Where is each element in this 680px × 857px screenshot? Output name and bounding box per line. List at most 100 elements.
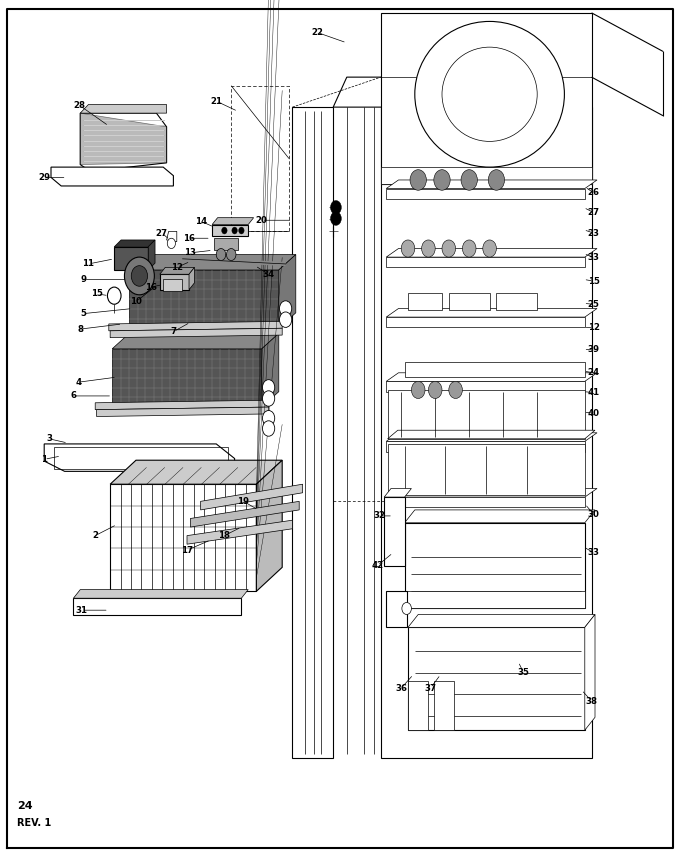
Text: 3: 3 <box>46 434 52 443</box>
Polygon shape <box>386 309 597 317</box>
Polygon shape <box>292 107 333 758</box>
Polygon shape <box>80 113 167 165</box>
Polygon shape <box>112 333 279 349</box>
Text: 27: 27 <box>588 208 600 217</box>
Circle shape <box>262 421 275 436</box>
Polygon shape <box>381 107 592 758</box>
Circle shape <box>279 301 292 316</box>
Polygon shape <box>212 225 248 236</box>
Polygon shape <box>256 460 282 591</box>
Ellipse shape <box>415 21 564 167</box>
Circle shape <box>124 257 154 295</box>
Text: 18: 18 <box>218 531 231 540</box>
Polygon shape <box>80 113 167 171</box>
Text: 34: 34 <box>262 270 275 279</box>
Polygon shape <box>73 598 241 615</box>
Polygon shape <box>160 267 194 274</box>
Circle shape <box>131 266 148 286</box>
Text: 9: 9 <box>81 275 86 284</box>
Text: 38: 38 <box>585 697 598 705</box>
Ellipse shape <box>442 47 537 141</box>
Polygon shape <box>333 77 592 107</box>
Text: 7: 7 <box>170 327 177 336</box>
Text: 24: 24 <box>17 800 33 811</box>
Polygon shape <box>262 333 279 407</box>
Text: 15: 15 <box>588 277 600 285</box>
Polygon shape <box>279 255 296 328</box>
Text: 27: 27 <box>156 229 168 237</box>
Polygon shape <box>384 488 411 497</box>
Polygon shape <box>388 430 595 439</box>
Text: 32: 32 <box>373 512 386 520</box>
Polygon shape <box>212 218 254 225</box>
Polygon shape <box>381 13 592 184</box>
Polygon shape <box>434 681 454 730</box>
Circle shape <box>461 170 477 190</box>
Text: 33: 33 <box>588 253 600 261</box>
Polygon shape <box>408 681 428 730</box>
Circle shape <box>449 381 462 399</box>
Circle shape <box>107 287 121 304</box>
Polygon shape <box>80 105 167 113</box>
Polygon shape <box>585 614 595 730</box>
Circle shape <box>167 238 175 249</box>
Polygon shape <box>386 591 407 627</box>
Text: 16: 16 <box>145 283 157 291</box>
Polygon shape <box>384 497 405 566</box>
Polygon shape <box>201 484 303 510</box>
Text: 4: 4 <box>75 378 82 387</box>
Polygon shape <box>386 249 597 257</box>
Polygon shape <box>408 293 442 310</box>
Text: 41: 41 <box>588 388 600 397</box>
Polygon shape <box>405 510 595 523</box>
Circle shape <box>232 227 237 234</box>
Text: 12: 12 <box>171 263 183 272</box>
Text: 23: 23 <box>588 229 600 237</box>
Circle shape <box>442 240 456 257</box>
Polygon shape <box>129 270 279 328</box>
Text: 2: 2 <box>92 531 98 540</box>
Circle shape <box>411 381 425 399</box>
Circle shape <box>216 249 226 261</box>
Text: 6: 6 <box>71 392 76 400</box>
Polygon shape <box>190 501 299 527</box>
Polygon shape <box>51 167 173 186</box>
Text: 25: 25 <box>588 300 600 309</box>
Polygon shape <box>388 444 585 495</box>
Polygon shape <box>408 627 585 730</box>
Circle shape <box>410 170 426 190</box>
Text: 39: 39 <box>588 345 600 354</box>
Polygon shape <box>163 279 182 291</box>
Circle shape <box>262 380 275 395</box>
Circle shape <box>401 240 415 257</box>
Polygon shape <box>114 247 148 270</box>
Circle shape <box>239 227 244 234</box>
Text: 35: 35 <box>517 668 530 677</box>
Text: 16: 16 <box>183 234 195 243</box>
Polygon shape <box>187 520 292 544</box>
Text: 33: 33 <box>588 548 600 557</box>
Circle shape <box>488 170 505 190</box>
Polygon shape <box>386 381 585 392</box>
Text: 21: 21 <box>210 97 222 105</box>
Polygon shape <box>189 267 194 290</box>
Polygon shape <box>114 240 155 247</box>
Polygon shape <box>110 484 256 591</box>
Polygon shape <box>214 238 238 250</box>
Text: 5: 5 <box>80 309 86 318</box>
Polygon shape <box>386 433 597 441</box>
Text: 12: 12 <box>588 323 600 332</box>
Text: 42: 42 <box>371 561 384 570</box>
Circle shape <box>402 602 411 614</box>
Polygon shape <box>386 257 585 267</box>
Polygon shape <box>386 488 597 497</box>
Text: 37: 37 <box>424 684 437 692</box>
Text: 30: 30 <box>588 510 600 518</box>
Polygon shape <box>73 590 248 598</box>
Circle shape <box>428 381 442 399</box>
Circle shape <box>262 391 275 406</box>
Text: 11: 11 <box>82 260 95 268</box>
Text: 17: 17 <box>181 546 193 554</box>
Polygon shape <box>110 328 282 338</box>
Polygon shape <box>386 317 585 327</box>
